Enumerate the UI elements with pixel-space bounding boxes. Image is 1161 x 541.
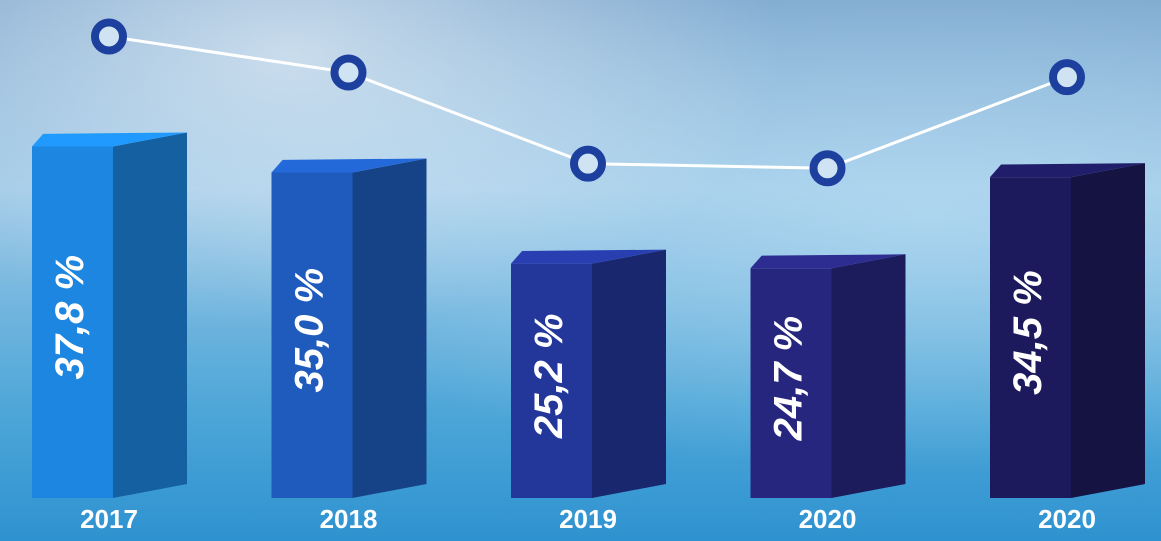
bar-top [750, 254, 906, 269]
bar-top [271, 158, 427, 173]
bar-side [113, 132, 187, 498]
bar-side [592, 249, 666, 498]
bar [271, 158, 427, 498]
value-label: 25,2 % [527, 314, 571, 440]
bar-side [831, 254, 906, 498]
bar-front [750, 268, 832, 498]
value-label: 24,7 % [767, 316, 811, 442]
trend-marker [809, 150, 846, 187]
bar-top [32, 132, 187, 147]
bar-front [511, 263, 592, 498]
trend-marker [570, 145, 606, 182]
bar [990, 163, 1145, 498]
x-tick-label: 2019 [559, 504, 617, 534]
x-tick-label: 2017 [80, 504, 138, 534]
value-label: 37,8 % [48, 255, 92, 380]
bar-top [511, 249, 666, 264]
bar-side [352, 158, 427, 498]
trend-marker [1049, 59, 1085, 96]
bar-front [271, 172, 353, 498]
value-label: 35,0 % [288, 268, 332, 393]
bar-front [990, 177, 1071, 498]
x-tick-label: 2018 [320, 504, 378, 534]
bar-front [32, 146, 113, 498]
trend-marker [91, 18, 127, 55]
x-tick-label: 2020 [1038, 504, 1096, 534]
trend-marker [330, 54, 367, 91]
bar-top [990, 163, 1145, 178]
bar-side [1071, 163, 1145, 498]
bar [511, 249, 666, 498]
x-tick-label: 2020 [799, 504, 857, 534]
value-label: 34,5 % [1006, 270, 1050, 395]
bar [32, 132, 187, 498]
bar [750, 254, 906, 498]
